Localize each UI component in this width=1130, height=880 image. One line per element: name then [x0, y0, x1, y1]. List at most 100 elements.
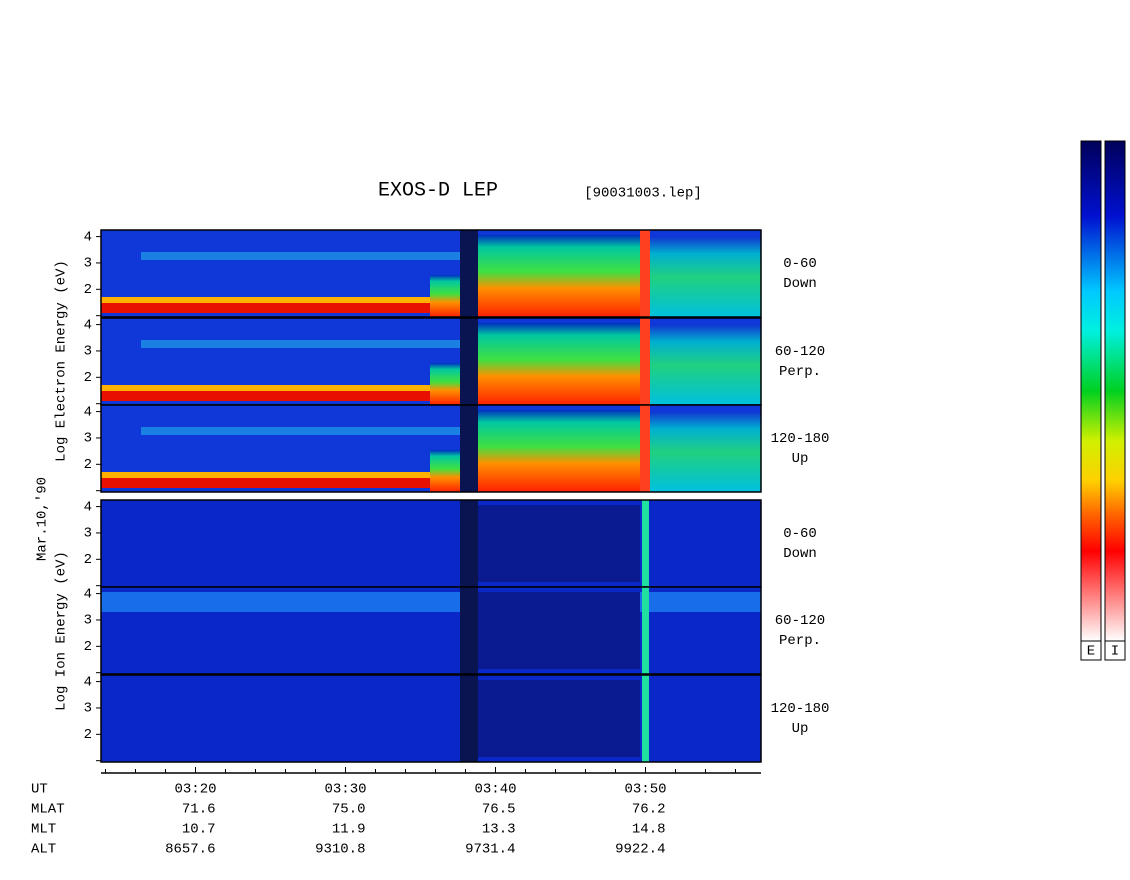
x-tick-label: 03:40	[474, 782, 516, 798]
y-tick-label: 4	[84, 317, 92, 333]
ephemeris-value: 10.7	[182, 822, 216, 838]
x-tick-label: 03:50	[624, 782, 666, 798]
x-tick-label: 03:20	[174, 782, 216, 798]
spectrogram-region	[478, 680, 640, 757]
spectrogram-stripe	[642, 587, 649, 674]
y-tick-label: 2	[84, 552, 92, 568]
colorbar	[1104, 140, 1126, 642]
y-tick-label: 2	[84, 370, 92, 386]
panel-frame	[100, 404, 762, 493]
colorbar-label: I	[1111, 644, 1119, 660]
pitch-angle-label: 60-120	[775, 344, 825, 360]
x-tick-label: 03:30	[324, 782, 366, 798]
data-gap	[460, 675, 478, 762]
spectrogram-band	[141, 427, 471, 435]
file-name: [90031003.lep]	[584, 186, 702, 202]
direction-label: Perp.	[779, 633, 821, 649]
date-label: Mar.10,'90	[35, 477, 51, 561]
spectrogram-region	[478, 592, 640, 669]
y-tick-label: 3	[84, 526, 92, 542]
ephemeris-label: MLT	[31, 822, 56, 838]
spectrogram-region	[430, 450, 460, 492]
colorbar-label-box	[1104, 640, 1126, 661]
panel-frame	[100, 229, 762, 318]
spectrogram-band	[141, 340, 471, 348]
spectrogram-region	[650, 238, 761, 317]
data-gap	[460, 405, 478, 492]
ephemeris-value: 76.5	[482, 802, 516, 818]
y-tick-label: 3	[84, 344, 92, 360]
direction-label: Up	[792, 721, 809, 737]
spectrogram-region	[650, 413, 761, 492]
y-tick-label: 2	[84, 282, 92, 298]
y-tick-label: 4	[84, 499, 92, 515]
ephemeris-value: 75.0	[332, 802, 366, 818]
chart-title: EXOS-D LEP	[378, 179, 498, 202]
pitch-angle-label: 60-120	[775, 613, 825, 629]
y-tick-label: 4	[84, 674, 92, 690]
direction-label: Up	[792, 451, 809, 467]
data-gap	[460, 318, 478, 405]
panel-frame	[100, 674, 762, 763]
direction-label: Perp.	[779, 364, 821, 380]
spectrogram-stripe	[640, 230, 650, 317]
spectrogram-band	[101, 478, 436, 488]
data-gap	[460, 230, 478, 317]
ephemeris-value: 76.2	[632, 802, 666, 818]
colorbar	[1080, 140, 1102, 642]
spectrogram-bg	[101, 500, 761, 587]
y-tick-label: 4	[84, 586, 92, 602]
panel-frame	[100, 586, 762, 675]
spectrogram-stripe	[642, 675, 649, 762]
plot-layer	[100, 229, 762, 763]
spectrogram-region	[430, 275, 460, 317]
pitch-angle-label: 120-180	[771, 431, 830, 447]
ephemeris-label: MLAT	[31, 802, 65, 818]
y-tick-label: 3	[84, 613, 92, 629]
y-tick-label: 4	[84, 404, 92, 420]
ephemeris-value: 11.9	[332, 822, 366, 838]
spectrogram-region	[478, 410, 640, 492]
y-tick-label: 3	[84, 431, 92, 447]
spectrogram-region	[478, 505, 640, 582]
ephemeris-value: 13.3	[482, 822, 516, 838]
spectrogram-band	[101, 385, 436, 391]
y-tick-label: 2	[84, 727, 92, 743]
spectrogram-stripe	[640, 405, 650, 492]
ephemeris-value: 14.8	[632, 822, 666, 838]
ephemeris-value: 8657.6	[165, 842, 215, 858]
spectrogram-band	[101, 303, 436, 313]
spectrogram-stripe	[642, 500, 649, 587]
spectrogram-band	[101, 297, 436, 303]
spectrogram-bg	[101, 675, 761, 762]
spectrogram-region	[650, 326, 761, 405]
ephemeris-value: 9310.8	[315, 842, 365, 858]
spectrogram-band	[101, 472, 436, 478]
spectrogram-band	[141, 252, 471, 260]
y-tick-label: 3	[84, 701, 92, 717]
y-tick-label: 4	[84, 229, 92, 245]
data-gap	[460, 587, 478, 674]
pitch-angle-label: 120-180	[771, 701, 830, 717]
electron-axis-label: Log Electron Energy (eV)	[54, 260, 70, 462]
ephemeris-value: 71.6	[182, 802, 216, 818]
ephemeris-value: 9731.4	[465, 842, 515, 858]
ephemeris-value: 9922.4	[615, 842, 665, 858]
colorbar-label: E	[1087, 644, 1095, 660]
spectrogram-region	[478, 323, 640, 405]
y-tick-label: 2	[84, 457, 92, 473]
ion-axis-label: Log Ion Energy (eV)	[54, 551, 70, 711]
pitch-angle-label: 0-60	[783, 526, 817, 542]
spectrogram-region	[430, 363, 460, 405]
spectrogram-stripe	[640, 318, 650, 405]
direction-label: Down	[783, 276, 817, 292]
data-gap	[460, 500, 478, 587]
spectrogram-region	[478, 235, 640, 317]
y-tick-label: 3	[84, 256, 92, 272]
direction-label: Down	[783, 546, 817, 562]
y-tick-label: 2	[84, 639, 92, 655]
ephemeris-label: ALT	[31, 842, 56, 858]
spectrogram-band	[101, 391, 436, 401]
spectrogram-band	[101, 592, 761, 612]
